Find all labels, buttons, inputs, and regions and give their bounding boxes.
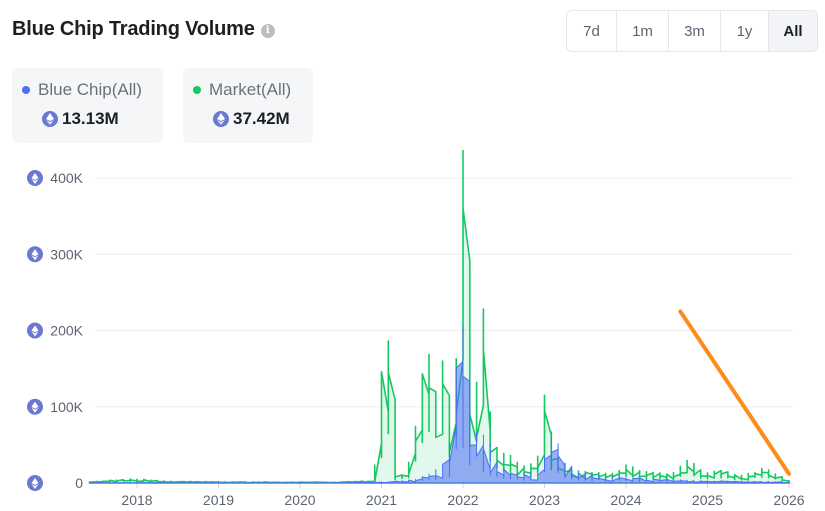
x-tick-label: 2026: [773, 492, 804, 508]
y-tick-label: 300K: [50, 246, 83, 262]
range-3m-button[interactable]: 3m: [669, 11, 721, 51]
legend-blue-chip[interactable]: Blue Chip(All) 13.13M: [12, 68, 163, 143]
legend-dot-blue: [22, 86, 30, 94]
range-7d-button[interactable]: 7d: [567, 11, 617, 51]
info-icon[interactable]: i: [260, 23, 275, 38]
legend-green-value: 37.42M: [233, 109, 290, 128]
legend-dot-green: [193, 86, 201, 94]
x-tick-label: 2024: [610, 492, 641, 508]
eth-icon: [27, 170, 43, 186]
y-tick-label: 400K: [50, 170, 83, 186]
legend-green-label: Market(All): [209, 80, 292, 99]
y-tick-label: 0: [75, 475, 83, 491]
eth-icon: [27, 246, 43, 263]
volume-chart: 0 100K 200K 300K 400K 2018 2019 2020 2021 2022 202…: [27, 150, 805, 508]
range-all-button[interactable]: All: [769, 11, 817, 51]
eth-icon: [42, 111, 58, 127]
legend-blue-value: 13.13M: [62, 109, 119, 128]
time-range-selector: 7d 1m 3m 1y All: [566, 10, 818, 52]
legend-market[interactable]: Market(All) 37.42M: [183, 68, 313, 143]
eth-icon: [27, 398, 43, 415]
y-tick-label: 100K: [50, 399, 83, 415]
x-tick-label: 2018: [121, 492, 152, 508]
range-1m-button[interactable]: 1m: [617, 11, 669, 51]
legend-blue-label: Blue Chip(All): [38, 80, 142, 99]
series-blue-chip-area: [88, 325, 790, 484]
eth-icon: [27, 322, 43, 339]
x-tick-label: 2021: [366, 492, 397, 508]
page-title: Blue Chip Trading Volume: [12, 18, 255, 40]
x-tick-label: 2023: [529, 492, 560, 508]
range-1y-button[interactable]: 1y: [721, 11, 769, 51]
x-tick-label: 2022: [447, 492, 478, 508]
annotation-trend-line: [678, 309, 791, 476]
y-tick-label: 200K: [50, 323, 83, 339]
x-tick-label: 2025: [692, 492, 723, 508]
title-row: Blue Chip Trading Volume i: [12, 18, 275, 41]
x-tick-label: 2020: [284, 492, 315, 508]
eth-icon: [27, 475, 43, 491]
x-tick-label: 2019: [203, 492, 234, 508]
eth-icon: [213, 111, 229, 127]
